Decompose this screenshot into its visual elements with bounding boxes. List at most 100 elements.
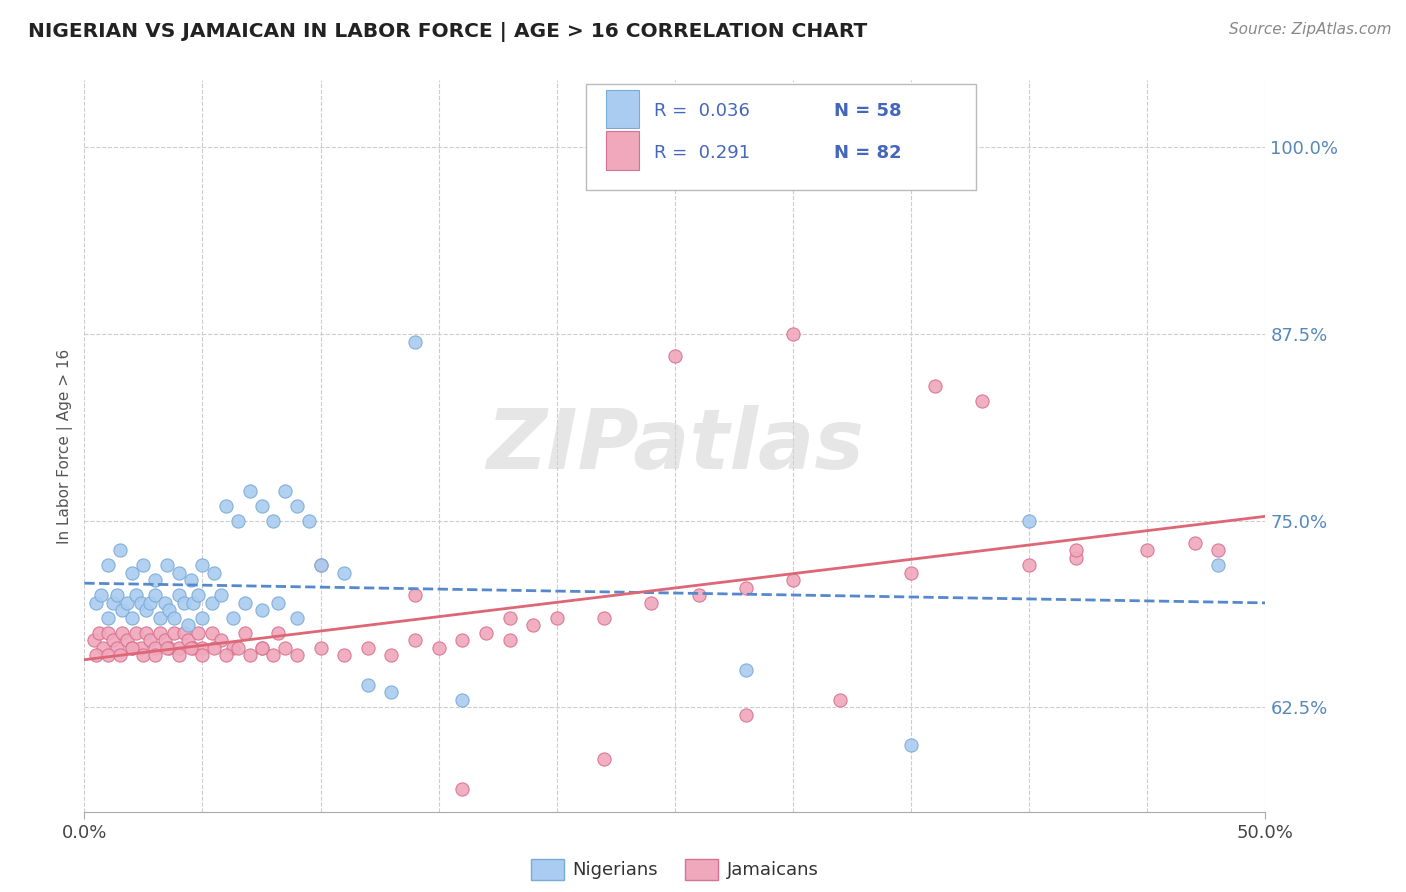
Point xyxy=(734,707,756,722)
Point xyxy=(83,633,105,648)
Point xyxy=(309,558,332,573)
Point xyxy=(115,633,138,648)
Point xyxy=(333,566,356,580)
Point xyxy=(640,596,662,610)
Point xyxy=(153,633,176,648)
Point xyxy=(451,692,474,706)
Point xyxy=(900,566,922,580)
Point xyxy=(546,610,568,624)
Point xyxy=(593,752,616,766)
Text: Source: ZipAtlas.com: Source: ZipAtlas.com xyxy=(1229,22,1392,37)
Point xyxy=(209,633,232,648)
Point xyxy=(404,588,426,602)
Point xyxy=(309,558,332,573)
Point xyxy=(239,483,262,498)
Point xyxy=(782,574,804,588)
Point xyxy=(108,648,131,662)
Point xyxy=(125,625,148,640)
Point xyxy=(163,625,186,640)
Point xyxy=(177,618,200,632)
Point xyxy=(187,625,209,640)
Point xyxy=(84,596,107,610)
Point xyxy=(132,558,155,573)
Point xyxy=(262,648,284,662)
Point xyxy=(1018,514,1040,528)
Point xyxy=(267,625,290,640)
Point xyxy=(250,640,273,655)
Point xyxy=(475,625,498,640)
Point xyxy=(357,640,380,655)
Point xyxy=(157,603,180,617)
Bar xyxy=(606,131,640,169)
Point xyxy=(333,648,356,662)
Point xyxy=(404,334,426,349)
Point xyxy=(121,640,143,655)
Point xyxy=(427,640,450,655)
Point xyxy=(90,588,112,602)
Point xyxy=(215,648,238,662)
Y-axis label: In Labor Force | Age > 16: In Labor Force | Age > 16 xyxy=(58,349,73,543)
Point xyxy=(498,633,520,648)
Point xyxy=(107,640,129,655)
Point xyxy=(924,379,946,393)
Point xyxy=(167,566,190,580)
Point xyxy=(380,648,402,662)
Point xyxy=(111,625,134,640)
Point xyxy=(222,640,245,655)
Point xyxy=(267,596,290,610)
Point xyxy=(357,678,380,692)
Point xyxy=(149,610,172,624)
Point xyxy=(734,581,756,595)
Point xyxy=(187,588,209,602)
Point xyxy=(129,640,152,655)
Point xyxy=(309,640,332,655)
Point xyxy=(156,640,179,655)
Text: ZIPatlas: ZIPatlas xyxy=(486,406,863,486)
Point xyxy=(215,499,238,513)
Text: N = 82: N = 82 xyxy=(834,144,901,161)
Point xyxy=(101,596,124,610)
Point xyxy=(167,588,190,602)
Point xyxy=(156,558,179,573)
Point xyxy=(250,499,273,513)
Point xyxy=(97,648,120,662)
Point xyxy=(233,625,256,640)
Point xyxy=(593,610,616,624)
Point xyxy=(404,633,426,648)
Point xyxy=(180,640,202,655)
Point xyxy=(132,648,155,662)
Bar xyxy=(606,90,640,128)
Point xyxy=(202,640,225,655)
Point xyxy=(191,640,214,655)
Text: NIGERIAN VS JAMAICAN IN LABOR FORCE | AGE > 16 CORRELATION CHART: NIGERIAN VS JAMAICAN IN LABOR FORCE | AG… xyxy=(28,22,868,42)
Point xyxy=(163,610,186,624)
Point xyxy=(167,648,190,662)
Point xyxy=(1066,551,1088,566)
Point xyxy=(121,640,143,655)
Point xyxy=(734,663,756,677)
Point xyxy=(139,633,162,648)
Point xyxy=(115,596,138,610)
Point xyxy=(222,610,245,624)
Text: N = 58: N = 58 xyxy=(834,102,901,120)
Point xyxy=(157,640,180,655)
Point xyxy=(250,603,273,617)
Point xyxy=(285,648,308,662)
Point xyxy=(262,514,284,528)
Point xyxy=(97,610,120,624)
Point xyxy=(239,648,262,662)
Point xyxy=(250,640,273,655)
Point xyxy=(97,558,120,573)
Point xyxy=(201,625,224,640)
Point xyxy=(191,610,214,624)
Point xyxy=(153,596,176,610)
Point xyxy=(191,558,214,573)
Point xyxy=(173,596,195,610)
Text: R =  0.036: R = 0.036 xyxy=(654,102,749,120)
Point xyxy=(380,685,402,699)
Point xyxy=(167,640,190,655)
Point xyxy=(274,483,297,498)
Point xyxy=(84,648,107,662)
Point xyxy=(688,588,710,602)
Point xyxy=(1206,543,1229,558)
